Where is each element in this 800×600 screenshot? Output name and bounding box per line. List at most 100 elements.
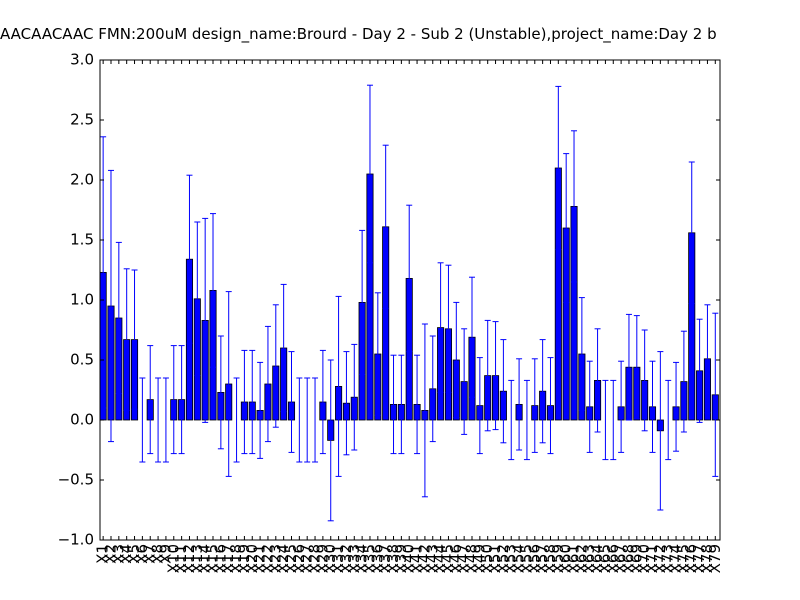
error-bar	[571, 130, 578, 283]
x-tick-label: X13	[188, 544, 206, 573]
error-bar	[170, 345, 177, 455]
error-bar	[429, 335, 436, 443]
x-tick-label: X75	[674, 544, 692, 573]
error-bar	[586, 360, 593, 453]
x-tick-label: X61	[565, 544, 583, 573]
x-tick-label: X54	[510, 544, 528, 573]
error-bar	[476, 357, 483, 455]
error-bar	[680, 330, 687, 433]
x-tick-label: X47	[455, 544, 473, 573]
error-bar	[461, 328, 468, 435]
y-tick-label: 2.0	[70, 171, 94, 189]
x-tick-label: X63	[580, 544, 598, 573]
error-bar	[257, 361, 264, 459]
x-tick-label: X14	[196, 544, 214, 573]
error-bar	[233, 377, 240, 463]
error-bar	[382, 144, 389, 309]
x-tick-label: X66	[604, 544, 622, 573]
error-bar	[304, 377, 311, 463]
error-bar	[649, 360, 656, 453]
x-tick-label: X70	[635, 544, 653, 573]
error-bar	[437, 262, 444, 393]
x-tick-label: X69	[627, 544, 645, 573]
error-bar	[390, 354, 397, 455]
x-tick-label: X44	[431, 544, 449, 573]
x-tick-label: X48	[463, 544, 481, 573]
x-tick-label: X27	[298, 544, 316, 573]
y-tick-label: −1.0	[58, 531, 94, 549]
x-tick-label: X50	[478, 544, 496, 573]
x-tick-label: X45	[439, 544, 457, 573]
x-tick-label: X36	[368, 544, 386, 573]
x-tick-label: X71	[643, 544, 661, 573]
x-tick-label: X20	[243, 544, 261, 573]
error-bar	[688, 161, 695, 305]
error-bar	[398, 354, 405, 455]
x-tick-label: X12	[180, 544, 198, 573]
x-tick-label: X38	[384, 544, 402, 573]
x-tick-label: X43	[423, 544, 441, 573]
error-bar	[155, 377, 162, 463]
x-tick-label: X76	[682, 544, 700, 573]
error-bar	[327, 359, 334, 522]
error-bar	[162, 377, 169, 463]
x-tick-label: X3	[109, 544, 127, 564]
error-bar	[508, 379, 515, 461]
y-tick-label: 2.5	[70, 111, 94, 129]
x-tick-label: X73	[659, 544, 677, 573]
x-tick-label: X78	[698, 544, 716, 573]
error-bar	[610, 379, 617, 461]
error-bar	[673, 361, 680, 452]
error-bar	[453, 301, 460, 419]
x-tick-label: X11	[172, 544, 190, 573]
error-bar	[633, 315, 640, 420]
error-bar	[531, 358, 538, 453]
error-bar	[249, 349, 256, 455]
x-tick-label: X19	[235, 544, 253, 573]
error-bar	[319, 349, 326, 455]
x-tick-label: X41	[408, 544, 426, 573]
error-bar	[280, 283, 287, 413]
error-bar	[618, 360, 625, 453]
x-tick-label: X1	[94, 544, 112, 564]
x-tick-label: X15	[204, 544, 222, 573]
x-tick-label: X64	[588, 544, 606, 573]
error-bar	[492, 321, 499, 431]
error-bar	[272, 304, 279, 428]
x-tick-label: X10	[164, 544, 182, 573]
error-bar	[414, 354, 421, 455]
error-bar	[578, 297, 585, 411]
error-bar	[147, 345, 154, 455]
y-tick-label: 0.0	[70, 411, 94, 429]
x-tick-label: X72	[651, 544, 669, 573]
x-tick-label: X17	[219, 544, 237, 573]
error-bar	[563, 153, 570, 303]
x-tick-label: X39	[392, 544, 410, 573]
error-bar	[100, 136, 107, 409]
error-bar	[374, 292, 381, 416]
error-bar	[115, 241, 122, 395]
x-tick-label: X62	[572, 544, 590, 573]
x-tick-label: X5	[125, 544, 143, 564]
plot-frame	[99, 59, 721, 541]
error-bar	[555, 85, 562, 251]
x-tick-label: X26	[290, 544, 308, 573]
chart-title: AACAACAAC FMN:200uM design_name:Brourd -…	[0, 25, 717, 44]
x-tick-label: X28	[306, 544, 324, 573]
x-tick-label: X9	[156, 544, 174, 564]
error-bar	[657, 351, 664, 511]
x-tick-label: X60	[557, 544, 575, 573]
error-bar	[210, 213, 217, 368]
x-tick-label: X32	[337, 544, 355, 573]
error-bar	[217, 335, 224, 450]
x-tick-label: X31	[329, 544, 347, 573]
error-bar	[445, 264, 452, 393]
y-tick-label: 1.5	[70, 231, 94, 249]
error-bar	[421, 323, 428, 498]
x-tick-label: X42	[415, 544, 433, 573]
error-bar	[288, 351, 295, 453]
x-tick-label: X65	[596, 544, 614, 573]
error-bar	[523, 379, 530, 461]
